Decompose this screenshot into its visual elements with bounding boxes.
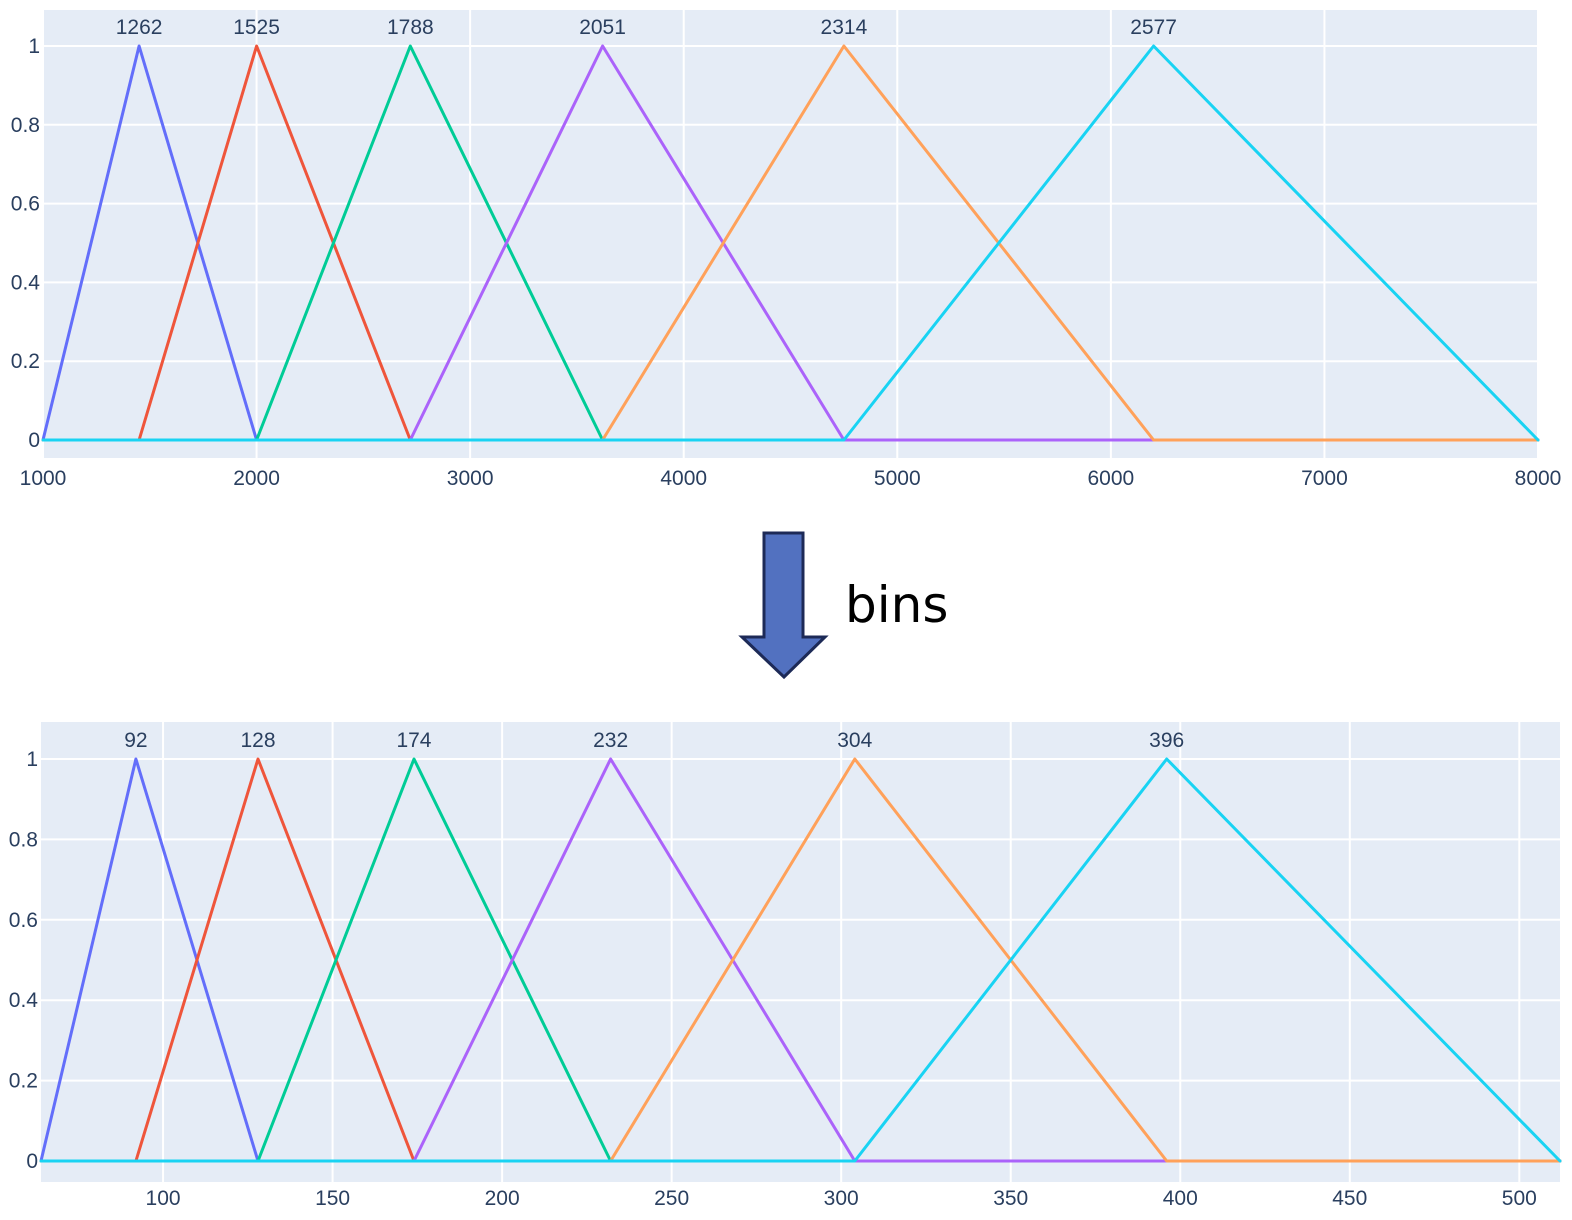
bins-arrow: bins	[738, 531, 948, 680]
peak-label: 304	[837, 729, 872, 752]
down-arrow-icon	[738, 531, 829, 680]
x-tick-label: 150	[315, 1187, 350, 1210]
series-line	[39, 757, 1562, 1163]
series-line	[41, 44, 1540, 442]
plot-background	[41, 722, 1560, 1182]
y-tick-label: 0.4	[11, 271, 41, 294]
peak-label: 1525	[233, 16, 280, 39]
y-tick-label: 0.6	[11, 193, 40, 216]
x-tick-label: 250	[654, 1187, 689, 1210]
x-tick-label: 300	[824, 1187, 859, 1210]
x-tick-label: 3000	[447, 467, 494, 490]
y-tick-label: 0.8	[11, 114, 40, 137]
x-tick-label: 5000	[874, 467, 921, 490]
x-tick-label: 6000	[1087, 467, 1134, 490]
peak-label: 1262	[116, 16, 163, 39]
x-tick-label: 350	[993, 1187, 1028, 1210]
peak-label: 232	[593, 729, 628, 752]
peak-label: 396	[1149, 729, 1184, 752]
peak-label: 128	[240, 729, 275, 752]
x-tick-label: 450	[1332, 1187, 1367, 1210]
peak-label: 174	[396, 729, 431, 752]
x-tick-label: 400	[1163, 1187, 1198, 1210]
chart-top: 1000 2000 3000 4000 5000 6000 7000 8000 0 0.2 0.4 0…	[11, 10, 1562, 490]
y-tick-label: 0.6	[9, 909, 38, 932]
y-tick-label: 0.2	[9, 1070, 38, 1093]
y-tick-label: 0	[28, 429, 40, 452]
y-tick-label: 0.4	[9, 989, 39, 1012]
plot-background	[43, 10, 1538, 458]
y-tick-label: 1	[26, 748, 38, 771]
x-tick-label: 500	[1502, 1187, 1537, 1210]
peak-label: 2314	[821, 16, 868, 39]
peak-label: 2577	[1130, 16, 1177, 39]
x-tick-label: 4000	[660, 467, 707, 490]
x-tick-label: 1000	[20, 467, 67, 490]
x-tick-label: 8000	[1515, 467, 1562, 490]
x-tick-label: 2000	[233, 467, 280, 490]
y-tick-label: 0	[26, 1150, 38, 1173]
x-tick-label: 100	[146, 1187, 181, 1210]
peak-label: 92	[124, 729, 147, 752]
peak-label: 1788	[387, 16, 434, 39]
peak-label: 2051	[579, 16, 626, 39]
chart-bottom: 100 150 200 250 300 350 400 450 500 0 0.2 0.4 0.6 0.8…	[9, 722, 1562, 1210]
y-tick-label: 0.2	[11, 350, 40, 373]
x-tick-label: 200	[485, 1187, 520, 1210]
y-tick-label: 0.8	[9, 828, 38, 851]
y-tick-label: 1	[28, 35, 40, 58]
arrow-label: bins	[845, 576, 948, 634]
x-tick-label: 7000	[1301, 467, 1348, 490]
